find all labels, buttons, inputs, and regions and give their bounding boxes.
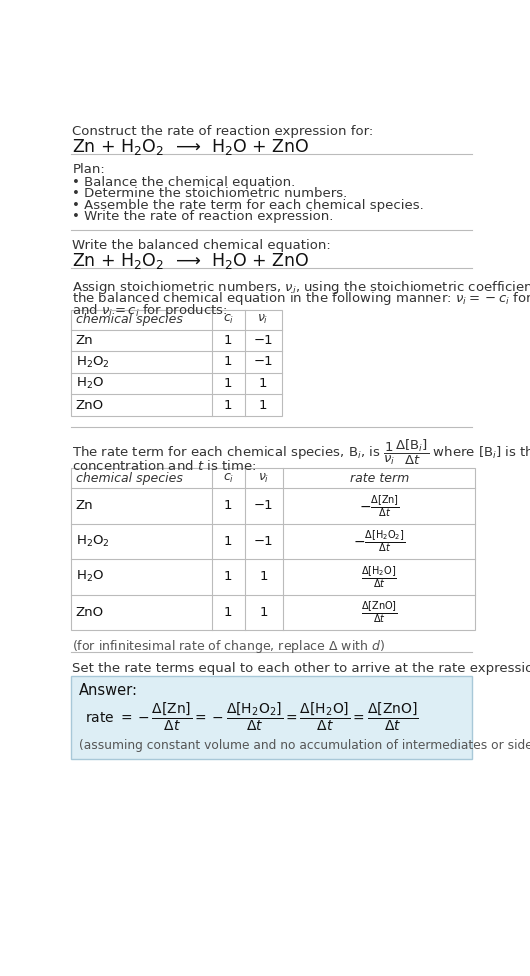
Text: the balanced chemical equation in the following manner: $\nu_i = -c_i$ for react: the balanced chemical equation in the fo…: [73, 291, 530, 307]
Text: Answer:: Answer:: [78, 683, 138, 698]
Text: $-\frac{\Delta[\mathrm{Zn}]}{\Delta t}$: $-\frac{\Delta[\mathrm{Zn}]}{\Delta t}$: [359, 493, 400, 519]
Text: Construct the rate of reaction expression for:: Construct the rate of reaction expressio…: [73, 125, 374, 138]
Text: H$_2$O$_2$: H$_2$O$_2$: [76, 534, 109, 549]
Text: −1: −1: [253, 334, 273, 346]
Text: concentration and $t$ is time:: concentration and $t$ is time:: [73, 459, 257, 473]
Text: • Write the rate of reaction expression.: • Write the rate of reaction expression.: [73, 210, 334, 224]
Bar: [71, 468, 475, 630]
Text: −1: −1: [253, 355, 273, 369]
Text: 1: 1: [224, 377, 233, 390]
Text: 1: 1: [260, 570, 268, 584]
Text: ZnO: ZnO: [76, 398, 104, 412]
Bar: [71, 309, 282, 416]
Text: rate $= -\dfrac{\Delta[\mathrm{Zn}]}{\Delta t} = -\dfrac{\Delta[\mathrm{H_2O_2}]: rate $= -\dfrac{\Delta[\mathrm{Zn}]}{\De…: [85, 701, 419, 733]
Text: • Balance the chemical equation.: • Balance the chemical equation.: [73, 176, 296, 188]
Text: ZnO: ZnO: [76, 606, 104, 619]
Text: Zn + H$_2$O$_2$  ⟶  H$_2$O + ZnO: Zn + H$_2$O$_2$ ⟶ H$_2$O + ZnO: [73, 138, 310, 157]
Text: $-\frac{\Delta[\mathrm{H_2O_2}]}{\Delta t}$: $-\frac{\Delta[\mathrm{H_2O_2}]}{\Delta …: [354, 529, 405, 554]
Text: 1: 1: [260, 606, 268, 619]
Text: 1: 1: [224, 398, 233, 412]
Text: 1: 1: [224, 606, 233, 619]
Text: −1: −1: [254, 500, 273, 512]
Text: Zn: Zn: [76, 334, 93, 346]
Bar: [71, 676, 472, 759]
Text: H$_2$O: H$_2$O: [76, 376, 104, 391]
Text: H$_2$O$_2$: H$_2$O$_2$: [76, 354, 109, 370]
Text: $\frac{\Delta[\mathrm{H_2O}]}{\Delta t}$: $\frac{\Delta[\mathrm{H_2O}]}{\Delta t}$: [361, 564, 398, 590]
Text: Zn + H$_2$O$_2$  ⟶  H$_2$O + ZnO: Zn + H$_2$O$_2$ ⟶ H$_2$O + ZnO: [73, 251, 310, 271]
Text: $c_i$: $c_i$: [223, 471, 234, 485]
Text: $\nu_i$: $\nu_i$: [258, 471, 270, 485]
Text: $\frac{\Delta[\mathrm{ZnO}]}{\Delta t}$: $\frac{\Delta[\mathrm{ZnO}]}{\Delta t}$: [361, 599, 398, 625]
Text: Zn: Zn: [76, 500, 93, 512]
Text: 1: 1: [224, 570, 233, 584]
Text: Plan:: Plan:: [73, 163, 105, 177]
Text: H$_2$O: H$_2$O: [76, 569, 104, 585]
Text: and $\nu_i = c_i$ for products:: and $\nu_i = c_i$ for products:: [73, 302, 228, 319]
Text: chemical species: chemical species: [76, 471, 182, 485]
Text: 1: 1: [224, 500, 233, 512]
Text: (assuming constant volume and no accumulation of intermediates or side products): (assuming constant volume and no accumul…: [78, 739, 530, 752]
Text: (for infinitesimal rate of change, replace Δ with $d$): (for infinitesimal rate of change, repla…: [73, 637, 385, 655]
Text: 1: 1: [259, 377, 267, 390]
Text: Assign stoichiometric numbers, $\nu_i$, using the stoichiometric coefficients, $: Assign stoichiometric numbers, $\nu_i$, …: [73, 279, 530, 296]
Text: Set the rate terms equal to each other to arrive at the rate expression:: Set the rate terms equal to each other t…: [73, 663, 530, 675]
Text: • Assemble the rate term for each chemical species.: • Assemble the rate term for each chemic…: [73, 199, 424, 212]
Text: −1: −1: [254, 535, 273, 548]
Text: $\nu_i$: $\nu_i$: [258, 313, 269, 326]
Text: rate term: rate term: [350, 471, 409, 485]
Text: $c_i$: $c_i$: [223, 313, 234, 326]
Text: 1: 1: [259, 398, 267, 412]
Text: chemical species: chemical species: [76, 313, 182, 326]
Text: 1: 1: [224, 334, 233, 346]
Text: The rate term for each chemical species, B$_i$, is $\dfrac{1}{\nu_i}\dfrac{\Delt: The rate term for each chemical species,…: [73, 437, 530, 467]
Text: 1: 1: [224, 355, 233, 369]
Text: 1: 1: [224, 535, 233, 548]
Text: Write the balanced chemical equation:: Write the balanced chemical equation:: [73, 239, 331, 252]
Text: • Determine the stoichiometric numbers.: • Determine the stoichiometric numbers.: [73, 187, 348, 200]
